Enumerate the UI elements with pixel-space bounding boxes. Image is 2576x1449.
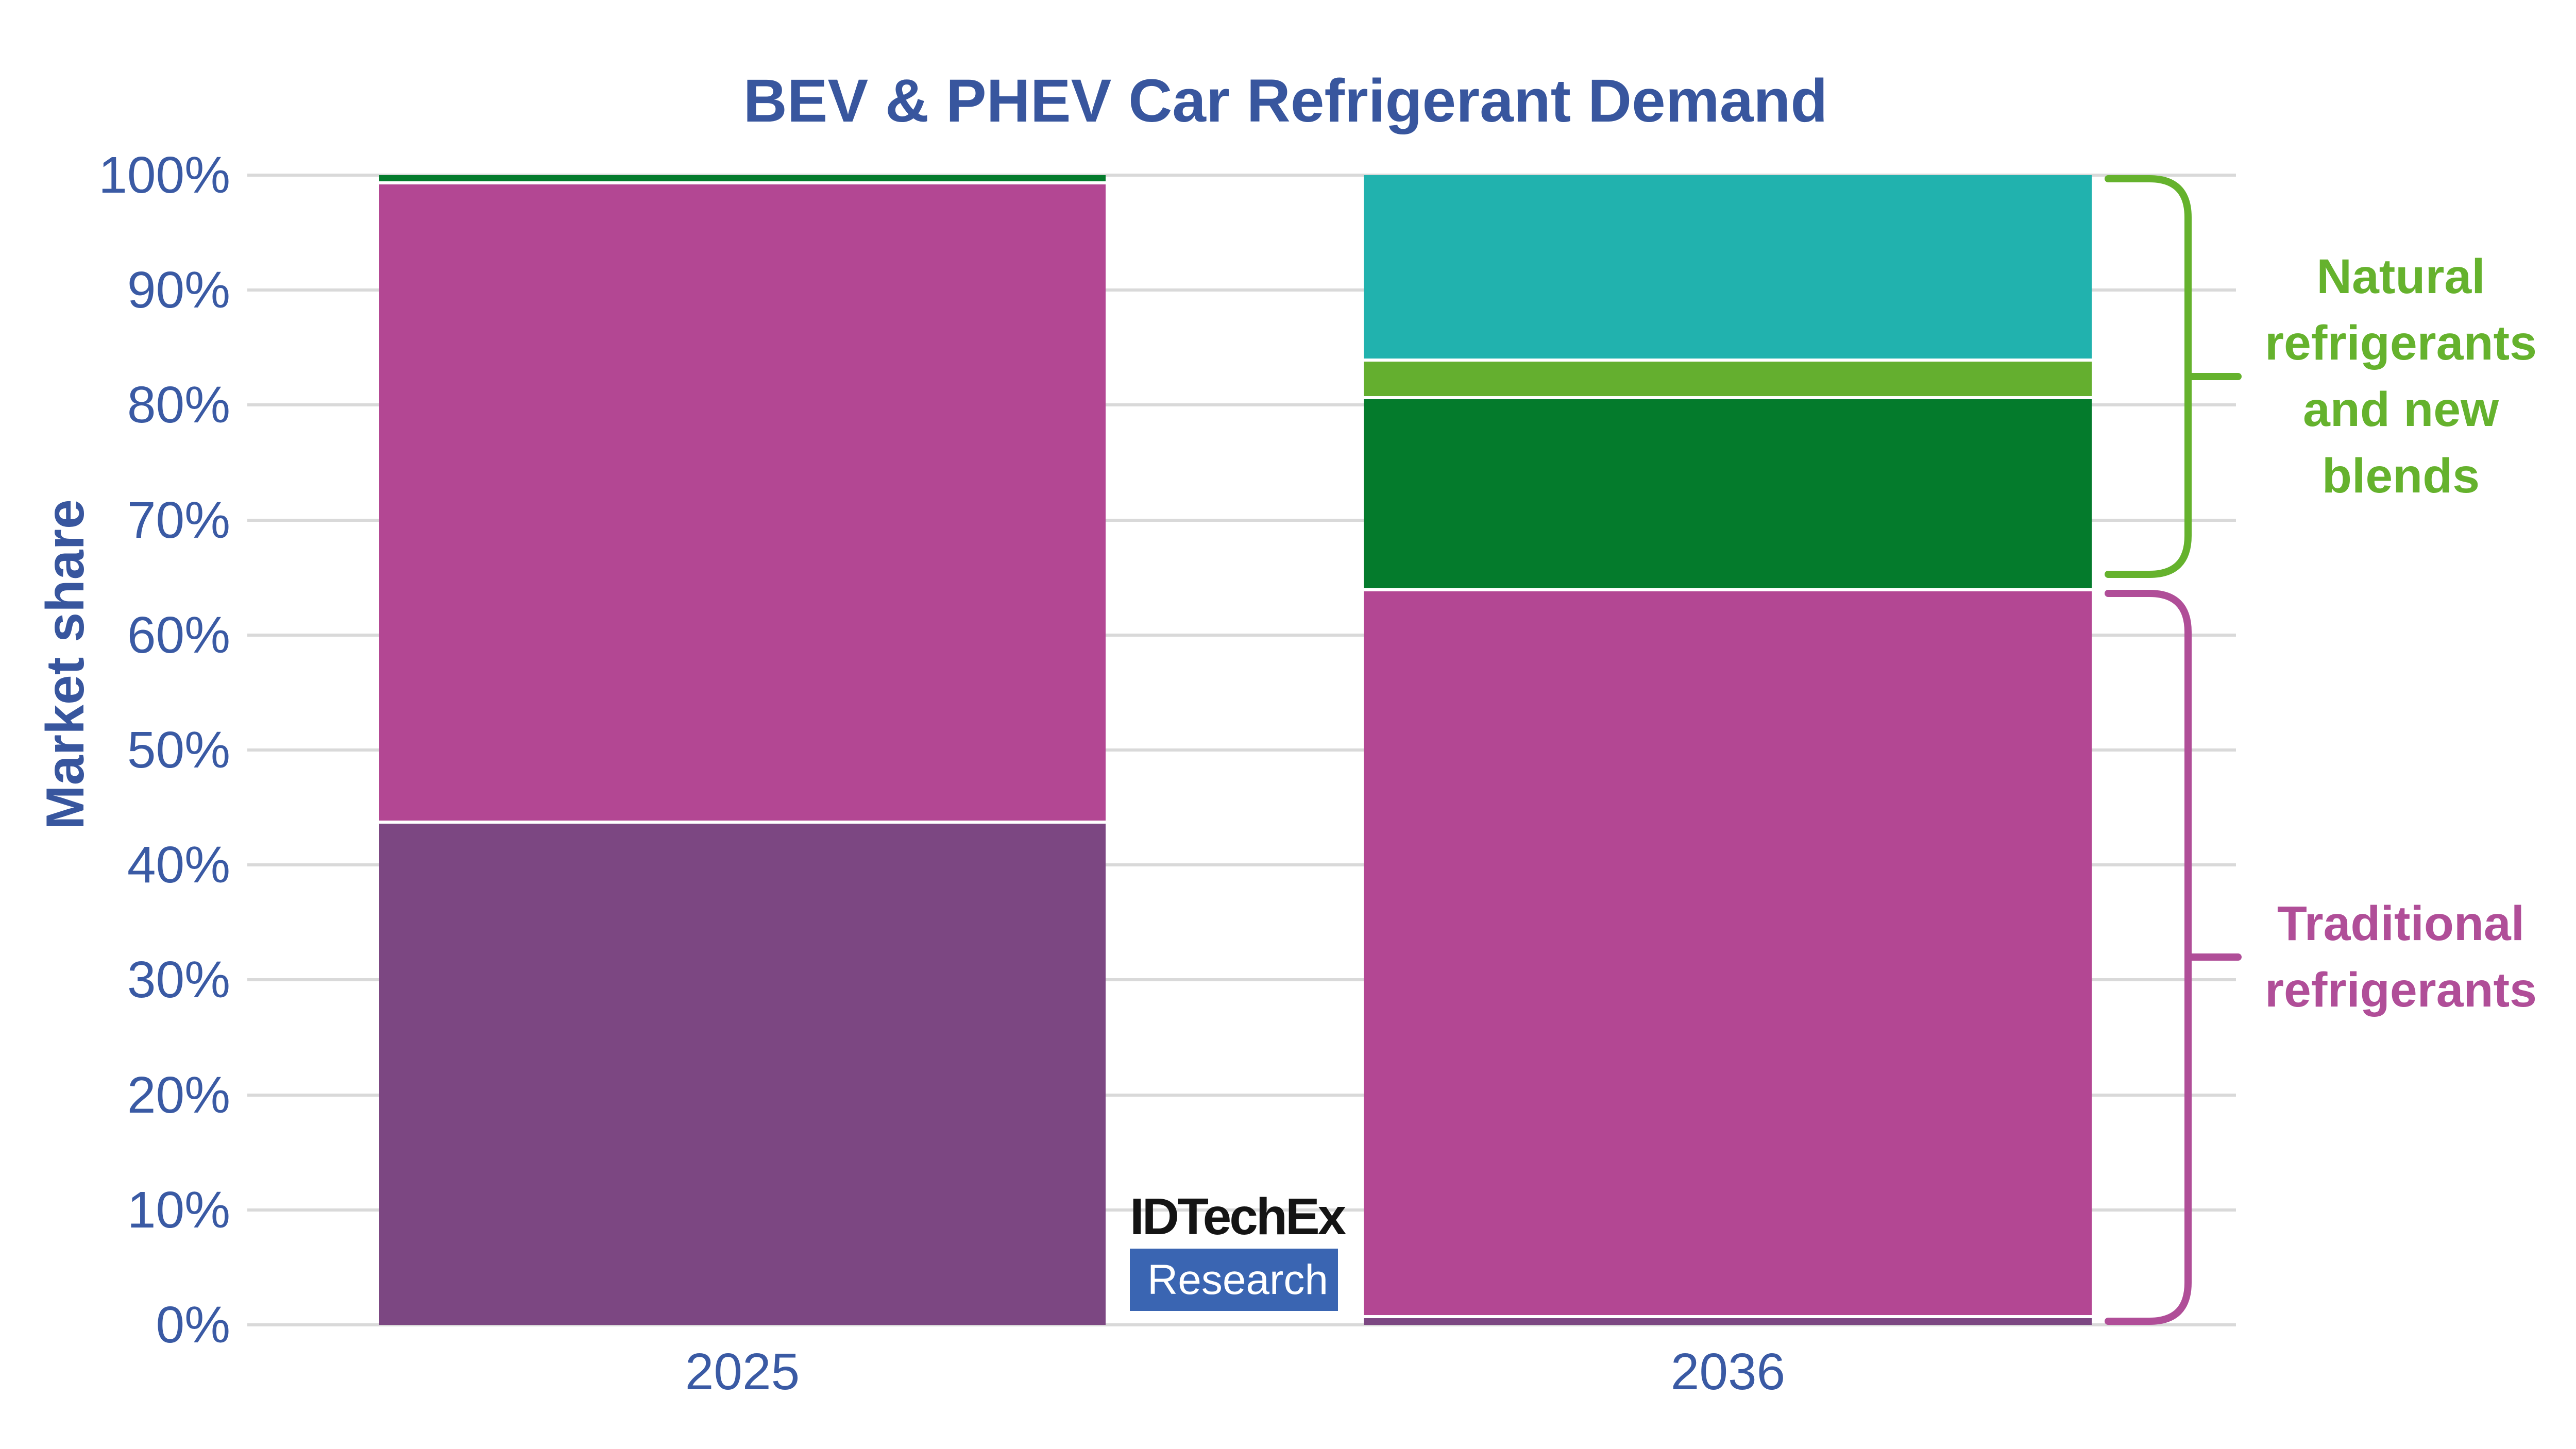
natural-label-line: blends bbox=[2321, 449, 2480, 503]
y-tick-label-0%: 0% bbox=[156, 1296, 230, 1354]
y-tick-label-80%: 80% bbox=[127, 376, 230, 434]
gridline-50% bbox=[247, 748, 2236, 752]
y-tick-label-100%: 100% bbox=[98, 146, 230, 204]
y-tick-label-30%: 30% bbox=[127, 951, 230, 1009]
bar-segment-2036-natural-refrigerant-teal bbox=[1364, 175, 2092, 362]
natural-label-line: Natural bbox=[2316, 249, 2485, 304]
x-axis-label-2036: 2036 bbox=[1670, 1343, 1786, 1401]
bar-segment-2036-traditional-refrigerant-purple bbox=[1364, 1318, 2092, 1325]
idtechex-logo-research-box: Research bbox=[1130, 1249, 1338, 1311]
traditional-label-line: refrigerants bbox=[2265, 963, 2537, 1017]
bar-segment-2036-natural-refrigerant-dark-green bbox=[1364, 399, 2092, 591]
gridline-10% bbox=[247, 1208, 2236, 1212]
gridline-20% bbox=[247, 1093, 2236, 1097]
traditional-refrigerants-label: Traditional refrigerants bbox=[2231, 891, 2571, 1024]
y-tick-label-40%: 40% bbox=[127, 836, 230, 894]
stacked-bar-2025 bbox=[379, 175, 1106, 1325]
idtechex-logo-research-text: Research bbox=[1147, 1256, 1328, 1303]
idtechex-logo-wordmark: IDTechEx bbox=[1130, 1188, 1346, 1246]
bar-segment-2036-traditional-refrigerant-magenta bbox=[1364, 591, 2092, 1318]
y-tick-label-90%: 90% bbox=[127, 261, 230, 319]
gridline-60% bbox=[247, 633, 2236, 637]
plot-area bbox=[247, 174, 2236, 1326]
y-tick-label-10%: 10% bbox=[127, 1181, 230, 1239]
natural-label-line: and new bbox=[2302, 382, 2499, 437]
gridline-0% bbox=[247, 1323, 2236, 1326]
gridline-30% bbox=[247, 978, 2236, 982]
y-tick-label-70%: 70% bbox=[127, 491, 230, 549]
bar-segment-2025-natural-refrigerant-dark-green bbox=[379, 175, 1106, 184]
gridline-80% bbox=[247, 403, 2236, 407]
y-tick-label-20%: 20% bbox=[127, 1066, 230, 1124]
gridline-100% bbox=[247, 174, 2236, 177]
y-tick-label-60%: 60% bbox=[127, 606, 230, 664]
natural-label-line: refrigerants bbox=[2265, 316, 2537, 370]
traditional-label-line: Traditional bbox=[2277, 896, 2525, 951]
gridline-70% bbox=[247, 518, 2236, 522]
bar-segment-2025-traditional-refrigerant-magenta bbox=[379, 184, 1106, 824]
x-axis-label-2025: 2025 bbox=[685, 1343, 800, 1401]
gridline-90% bbox=[247, 288, 2236, 292]
y-tick-label-50%: 50% bbox=[127, 721, 230, 779]
idtechex-logo: IDTechEx Research bbox=[1130, 1188, 1346, 1311]
gridline-40% bbox=[247, 863, 2236, 867]
bar-segment-2025-traditional-refrigerant-purple bbox=[379, 823, 1106, 1325]
natural-refrigerants-label: Natural refrigerants and new blends bbox=[2231, 244, 2571, 509]
chart-title: BEV & PHEV Car Refrigerant Demand bbox=[743, 67, 1828, 135]
stacked-bar-2036 bbox=[1364, 175, 2092, 1325]
bar-segment-2036-natural-refrigerant-light-green bbox=[1364, 361, 2092, 400]
